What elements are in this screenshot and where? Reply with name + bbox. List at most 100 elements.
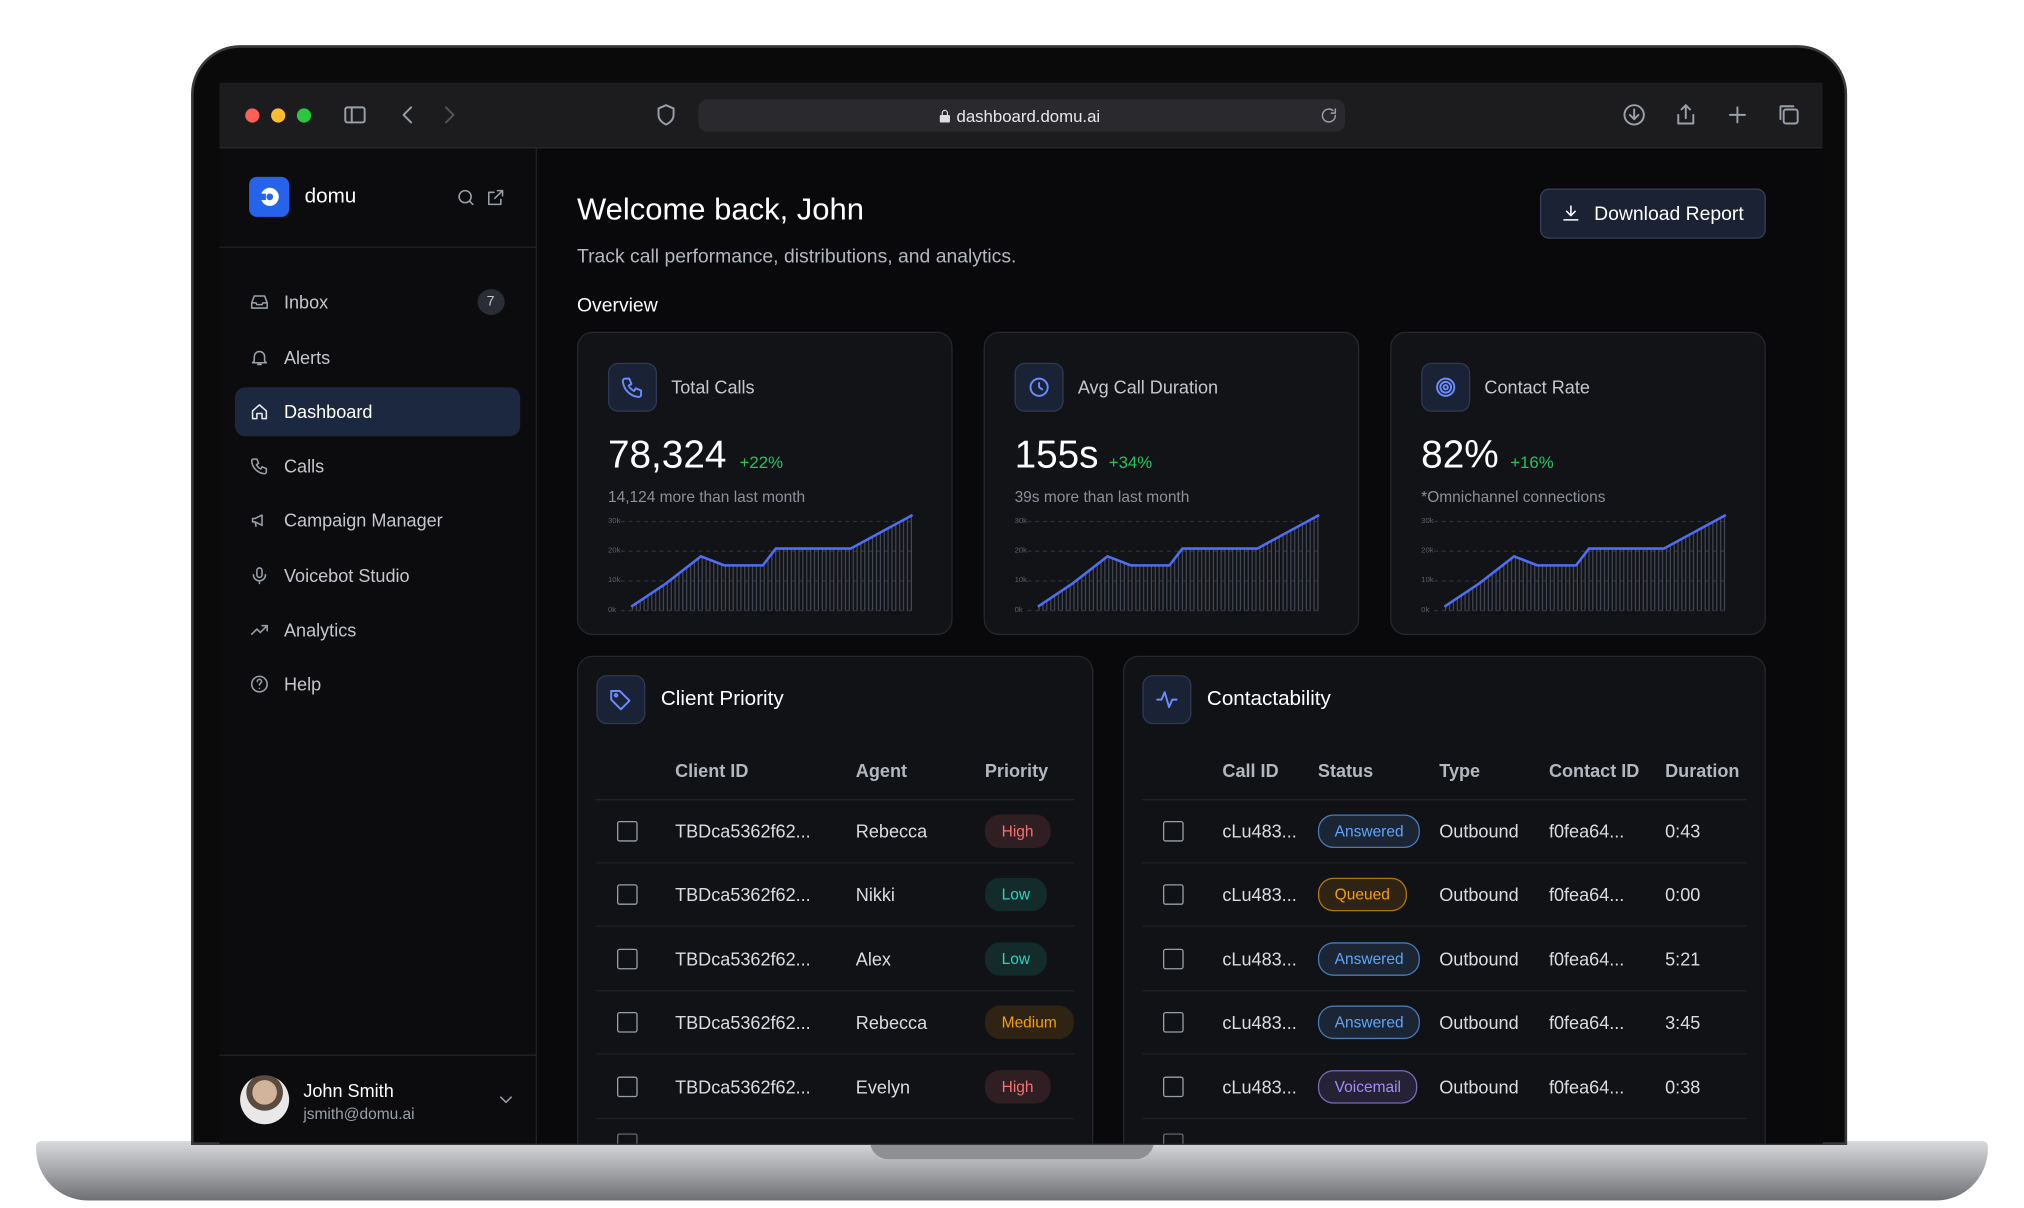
axis-label: 30k [607, 517, 621, 526]
nav-label: Campaign Manager [283, 509, 443, 531]
nav-active [234, 387, 521, 437]
axis-label: 30k [1421, 517, 1434, 526]
nav-item[interactable] [235, 441, 520, 490]
axis-label: 0k [607, 606, 617, 615]
nav-icon [249, 347, 270, 368]
shield-glyph [657, 104, 675, 126]
checkbox[interactable] [1163, 948, 1184, 970]
nav-item[interactable] [235, 387, 520, 436]
toolbar-button [1725, 102, 1751, 128]
window-button[interactable] [245, 108, 260, 123]
checkbox[interactable] [617, 884, 638, 905]
row-divider [596, 925, 1074, 927]
nav-item[interactable] [235, 605, 520, 654]
checkbox[interactable] [1163, 1076, 1184, 1098]
user-email: jsmith@domu.ai [303, 1104, 415, 1123]
axis-label: 20k [1421, 547, 1434, 556]
nav-item[interactable] [235, 333, 520, 382]
nav-icon-glyph [250, 458, 268, 475]
page-subtitle: Track call performance, distributions, a… [576, 245, 1017, 268]
download-button[interactable] [1539, 188, 1766, 239]
status-pill: Answered [1317, 1005, 1421, 1040]
sparkline [1015, 513, 1325, 617]
cell: cLu483... [1222, 820, 1297, 842]
download-icon [1561, 203, 1582, 224]
checkbox[interactable] [617, 948, 638, 970]
user-menu-glyph [500, 1096, 512, 1104]
nav-icon-glyph [252, 567, 267, 585]
nav-icon [249, 510, 270, 531]
forward [436, 102, 462, 128]
checkbox[interactable] [1163, 1011, 1184, 1033]
cell: TBDca5362f62... [675, 1076, 811, 1098]
toolbar-button [1673, 102, 1699, 128]
cell: cLu483... [1222, 948, 1297, 970]
card-note: *Omnichannel connections [1421, 487, 1606, 506]
panel-icon-glyph [1156, 691, 1178, 709]
url-bar[interactable] [698, 99, 1346, 132]
nav-icon [249, 674, 270, 695]
column-header: Type [1439, 760, 1481, 781]
reload [1319, 106, 1338, 125]
checkbox[interactable] [1163, 884, 1184, 905]
cell: Outbound [1439, 948, 1519, 970]
divider [219, 1054, 537, 1056]
checkbox[interactable] [617, 1011, 638, 1033]
cell: Outbound [1439, 884, 1519, 905]
card-delta: +16% [1510, 452, 1554, 472]
toolbar-button [1776, 102, 1802, 128]
nav-icon-glyph [251, 404, 268, 420]
sparkline-shape [1434, 513, 1727, 612]
card-note: 14,124 more than last month [607, 487, 806, 506]
checkbox[interactable] [617, 820, 638, 842]
cell: Alex [855, 948, 891, 970]
card-label: Avg Call Duration [1077, 376, 1219, 398]
open-external-glyph [488, 189, 504, 206]
card-value: 78,324 [607, 433, 727, 477]
panel [1122, 655, 1766, 1144]
cell: cLu483... [1222, 1076, 1297, 1098]
cell: TBDca5362f62... [675, 884, 811, 905]
shield [653, 102, 679, 128]
sidebar [219, 148, 537, 1144]
card-label: Total Calls [671, 376, 755, 398]
user-menu [496, 1089, 517, 1110]
forward-glyph [445, 106, 455, 124]
row-divider [596, 990, 1074, 992]
brand-name: domu [304, 185, 357, 208]
toolbar-button-glyph [1779, 105, 1799, 125]
nav-icon [249, 565, 270, 586]
download-icon-glyph [1563, 205, 1579, 221]
status-pill: Answered [1317, 814, 1421, 849]
card-icon-glyph [1436, 377, 1456, 397]
toolbar-button [1621, 102, 1647, 128]
cell: 5:21 [1665, 948, 1701, 970]
cell: f0fea64... [1548, 948, 1625, 970]
card-icon [620, 374, 646, 400]
window-button[interactable] [296, 108, 312, 123]
nav-item[interactable] [235, 660, 520, 709]
url: dashboard.domu.ai [956, 106, 1101, 126]
nav-label: Voicebot Studio [283, 565, 410, 587]
checkbox [1163, 1133, 1184, 1144]
badge-bg [477, 289, 505, 315]
card-icon-box [1014, 362, 1064, 412]
checkbox[interactable] [617, 1076, 638, 1098]
axis-label: 30k [1014, 517, 1028, 526]
column-header: Priority [984, 760, 1049, 781]
checkbox[interactable] [1163, 820, 1184, 842]
status-pill: Medium [984, 1005, 1074, 1040]
brand-logo [249, 176, 290, 217]
nav-label: Dashboard [283, 401, 373, 423]
row-divider [596, 1053, 1074, 1055]
search-glyph [458, 189, 474, 206]
cell: 0:00 [1665, 884, 1701, 905]
row-divider [1142, 862, 1747, 864]
cell: TBDca5362f62... [675, 1011, 811, 1033]
row-divider [596, 799, 1074, 801]
card-value: 155s [1014, 433, 1099, 477]
status-pill: Low [984, 877, 1047, 912]
window-button[interactable] [271, 108, 286, 123]
panel-title: Contactability [1206, 687, 1331, 710]
row-divider [596, 862, 1074, 864]
